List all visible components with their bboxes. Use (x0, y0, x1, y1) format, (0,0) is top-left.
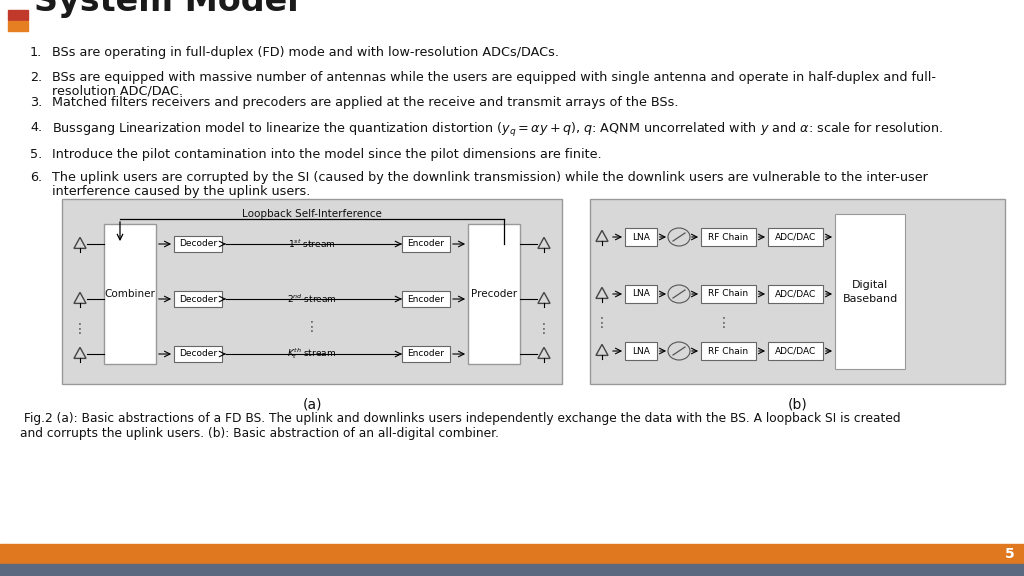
Text: RF Chain: RF Chain (709, 233, 749, 241)
Text: Encoder: Encoder (408, 240, 444, 248)
Text: Decoder: Decoder (179, 350, 217, 358)
Text: LNA: LNA (632, 347, 650, 355)
Text: Fig.2 (a): Basic abstractions of a FD BS. The uplink and downlinks users indepen: Fig.2 (a): Basic abstractions of a FD BS… (20, 412, 901, 440)
Text: 4.: 4. (30, 121, 42, 134)
Text: Decoder: Decoder (179, 294, 217, 304)
FancyBboxPatch shape (104, 224, 156, 364)
FancyBboxPatch shape (468, 224, 520, 364)
Text: (b): (b) (787, 398, 807, 412)
Text: ⋮: ⋮ (717, 316, 731, 329)
FancyBboxPatch shape (701, 228, 756, 246)
Text: Matched filters receivers and precoders are applied at the receive and transmit : Matched filters receivers and precoders … (52, 96, 679, 109)
Text: 6.: 6. (30, 171, 42, 184)
Bar (8, 10, 28, 20)
Text: 3.: 3. (30, 96, 42, 109)
FancyBboxPatch shape (768, 285, 823, 303)
Text: ⋮: ⋮ (595, 316, 609, 329)
Text: 1.: 1. (30, 46, 42, 59)
Text: $1^{st}$ stream: $1^{st}$ stream (288, 238, 336, 250)
FancyBboxPatch shape (174, 346, 222, 362)
Text: Combiner: Combiner (104, 289, 156, 299)
Text: RF Chain: RF Chain (709, 290, 749, 298)
FancyBboxPatch shape (701, 285, 756, 303)
Text: ADC/DAC: ADC/DAC (775, 347, 816, 355)
FancyBboxPatch shape (590, 199, 1005, 384)
FancyBboxPatch shape (625, 285, 657, 303)
Text: Introduce the pilot contamination into the model since the pilot dimensions are : Introduce the pilot contamination into t… (52, 148, 602, 161)
Text: Bussgang Linearization model to linearize the quantization distortion ($y_q = \a: Bussgang Linearization model to lineariz… (52, 121, 943, 139)
FancyBboxPatch shape (174, 291, 222, 307)
Text: LNA: LNA (632, 233, 650, 241)
FancyBboxPatch shape (835, 214, 905, 369)
Bar (0, 564, 1024, 576)
Text: Digital: Digital (852, 281, 888, 290)
Text: Encoder: Encoder (408, 350, 444, 358)
Text: Precoder: Precoder (471, 289, 517, 299)
FancyBboxPatch shape (625, 228, 657, 246)
Text: BSs are equipped with massive number of antennas while the users are equipped wi: BSs are equipped with massive number of … (52, 71, 936, 84)
Text: Encoder: Encoder (408, 294, 444, 304)
Bar (0, 544, 1024, 564)
FancyBboxPatch shape (402, 291, 450, 307)
Text: The uplink users are corrupted by the SI (caused by the downlink transmission) w: The uplink users are corrupted by the SI… (52, 171, 928, 184)
FancyBboxPatch shape (625, 342, 657, 360)
Text: 2.: 2. (30, 71, 42, 84)
Text: LNA: LNA (632, 290, 650, 298)
FancyBboxPatch shape (768, 342, 823, 360)
Text: BSs are operating in full-duplex (FD) mode and with low-resolution ADCs/DACs.: BSs are operating in full-duplex (FD) mo… (52, 46, 559, 59)
FancyBboxPatch shape (402, 346, 450, 362)
Text: $2^{nd}$ stream: $2^{nd}$ stream (287, 293, 337, 305)
Text: resolution ADC/DAC.: resolution ADC/DAC. (52, 85, 183, 98)
Text: ⋮: ⋮ (537, 322, 551, 336)
FancyBboxPatch shape (402, 236, 450, 252)
Text: ADC/DAC: ADC/DAC (775, 233, 816, 241)
Text: ⋮: ⋮ (73, 322, 87, 336)
Text: (a): (a) (302, 398, 322, 412)
Text: System Model: System Model (34, 0, 299, 18)
Text: interference caused by the uplink users.: interference caused by the uplink users. (52, 185, 310, 198)
FancyBboxPatch shape (62, 199, 562, 384)
FancyBboxPatch shape (701, 342, 756, 360)
Text: Baseband: Baseband (843, 294, 898, 305)
Bar (8, 21, 28, 31)
Text: Decoder: Decoder (179, 240, 217, 248)
Text: $K_t^{th}$ stream: $K_t^{th}$ stream (288, 347, 337, 362)
Text: RF Chain: RF Chain (709, 347, 749, 355)
Text: 5.: 5. (30, 148, 42, 161)
Text: Loopback Self-Interference: Loopback Self-Interference (242, 209, 382, 219)
Text: 5: 5 (1006, 547, 1015, 561)
Text: ⋮: ⋮ (305, 320, 318, 334)
Text: ADC/DAC: ADC/DAC (775, 290, 816, 298)
FancyBboxPatch shape (174, 236, 222, 252)
FancyBboxPatch shape (768, 228, 823, 246)
